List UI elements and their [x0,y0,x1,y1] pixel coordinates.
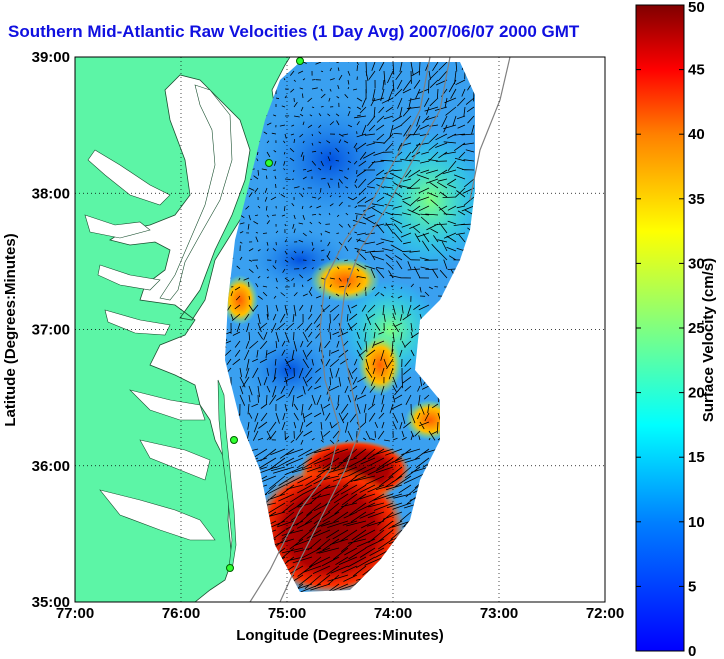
colorbar-tick-label: 25 [688,320,705,337]
x-tick-label: 73:00 [480,605,518,622]
colorbar-tick-label: 20 [688,385,705,402]
y-tick-label: 37:00 [32,322,70,339]
y-tick-label: 36:00 [32,458,70,475]
plot-frame [74,56,606,603]
station-marker [226,564,234,572]
colorbar [635,4,685,652]
colorbar-tick-label: 0 [688,643,696,659]
colorbar-tick-label: 50 [688,0,705,16]
x-tick-label: 74:00 [374,605,412,622]
arrow-vectors [225,62,475,592]
y-axis-label: Latitude (Degrees:Minutes) [2,233,19,426]
y-tick-label: 39:00 [32,49,70,66]
station-marker [230,436,238,444]
x-tick-labels: 77:00 76:00 75:00 74:00 73:00 72:00 [56,605,624,622]
colorbar-tick-label: 40 [688,126,705,143]
colorbar-tick-label: 5 [688,578,696,595]
y-tick-labels: 39:00 38:00 37:00 36:00 35:00 [32,49,70,611]
bathymetry-contours [249,57,511,602]
colorbar-label: Surface Velocity (cm/s) [700,258,717,422]
x-axis-label: Longitude (Degrees:Minutes) [236,627,444,644]
colorbar-tick-label: 45 [688,62,705,79]
station-markers [226,57,304,572]
colorbar-tick-label: 30 [688,255,705,272]
y-tick-label: 35:00 [32,594,70,611]
colorbar-tick-label: 10 [688,514,705,531]
station-marker [265,159,273,167]
colorbar-tick-label: 15 [688,449,705,466]
colorbar-tick-label: 35 [688,191,705,208]
land-mass [75,57,291,602]
x-tick-label: 77:00 [56,605,94,622]
x-tick-label: 75:00 [268,605,306,622]
y-tick-label: 38:00 [32,185,70,202]
velocity-arrows [225,62,475,592]
station-marker [296,57,304,65]
colorbar-ticks: 0 5 10 15 20 25 30 35 40 45 50 [636,0,705,659]
x-tick-label: 72:00 [586,605,624,622]
map-title: Southern Mid-Atlantic Raw Velocities (1 … [8,22,580,41]
x-tick-label: 76:00 [162,605,200,622]
map-grid [75,57,605,602]
